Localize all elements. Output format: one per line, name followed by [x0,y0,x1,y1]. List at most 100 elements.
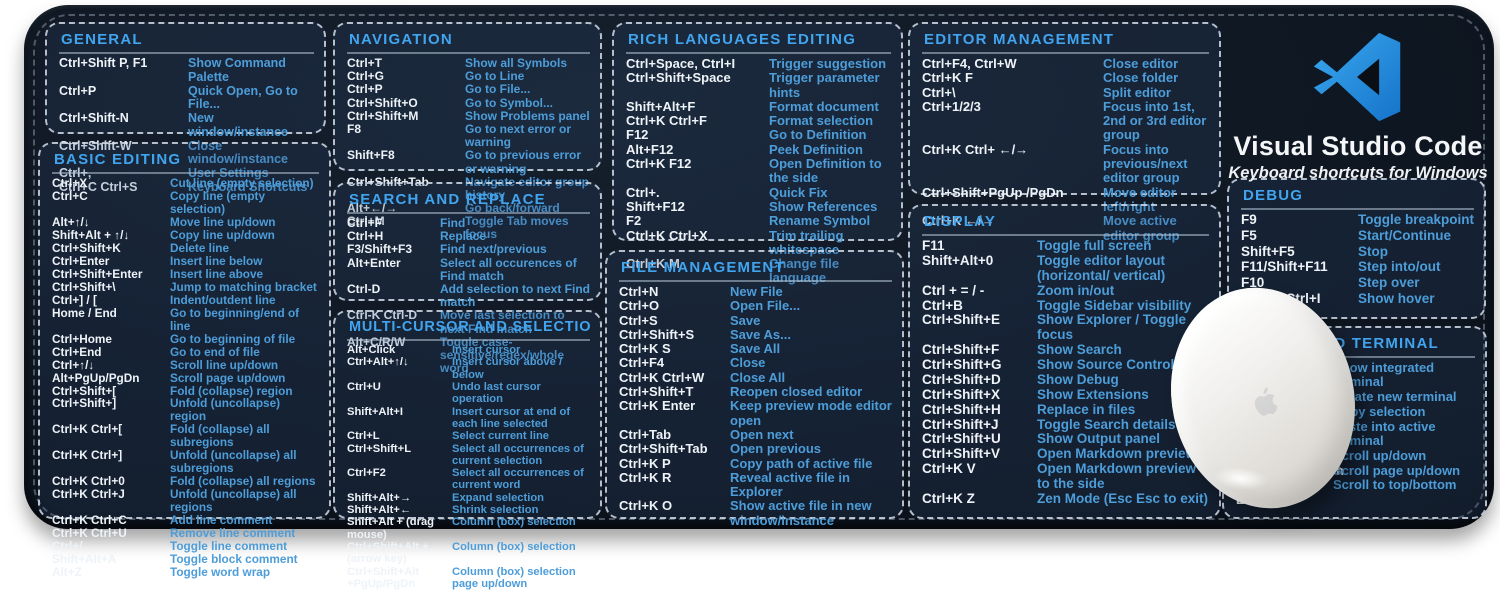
shortcut-description: Select all occurrences of current select… [452,442,584,467]
shortcut-description: Show Search [1037,342,1122,358]
section-title: NAVIGATION [347,29,590,54]
shortcut-key: Shift+Alt+← [347,504,412,517]
shortcut-key: Ctrl+Shift+D [922,371,1001,387]
shortcut-key: Ctrl+Shift+[ [52,383,117,398]
shortcut-description: Insert line above [170,266,264,281]
shortcut-key: Ctrl+Shift+H [922,401,1001,417]
shortcut-key: Ctrl+Shift+X [922,386,1001,402]
shortcut-row: Ctrl+K Ctrl+W Close All [619,369,892,385]
shortcut-row: Alt+Z Toggle word wrap [52,566,319,579]
shortcut-description: Go to end of file [170,344,260,359]
shortcut-description: Trigger suggestion [769,56,887,71]
shortcut-key: Alt+PgUp/PgDn [52,370,140,385]
shortcut-key: Ctrl+1/2/3 [922,98,981,114]
shortcut-description: Show active file in new window/instance [730,498,872,528]
shortcut-row: Ctrl-K Ctrl-D Move last selection to next… [347,309,590,336]
shortcut-description: Go back/forward [465,201,560,216]
shortcut-key: Ctrl+Enter [52,253,110,268]
vscode-brand: Visual Studio Code Keyboard shortcuts fo… [1220,25,1496,183]
shortcut-description: Indent/outdent line [170,292,276,307]
shortcut-row: Ctrl+Shift+] Unfold (uncollapse) region [52,397,319,423]
shortcut-key: Ctrl+K Ctrl+J [52,487,125,502]
shortcut-row: Ctrl+C Copy line (empty selection) [52,189,319,216]
shortcut-row: Ctrl+K P Copy path of active file [619,455,892,471]
shortcut-description: Toggle case-sensitive/regex/whole word [440,334,565,376]
shortcut-description: Open File... [730,298,801,314]
shortcut-row: Shift+F12 Show References [626,199,891,214]
shortcut-description: Undo last cursor operation [452,380,541,406]
section-general: GENERAL Ctrl+Shift P, F1 Show Command Pal… [45,22,326,194]
shortcut-row: Ctrl+Shift+F Show Search [922,342,1209,358]
shortcut-description: Copy path of active file [730,455,873,471]
shortcut-list: Ctrl+Shift P, F1 Show Command Palette Ctrl… [59,56,314,193]
shortcut-key: Ctrl+K Ctrl+[ [52,422,123,437]
shortcut-key: Shift+Alt+A [52,552,117,567]
shortcut-description: Save All [730,341,781,357]
shortcut-description: Trim trailing whitespace [769,227,844,257]
shortcut-row: Shift+Alt+F Format document [626,99,891,114]
shortcut-key: Alt+C/R/W [347,334,406,349]
shortcut-key: Shift+F5 [1241,243,1295,259]
shortcut-key: Shift+Alt+0 [922,252,994,268]
shortcut-row: Ctrl+Shift+L Select all occurrences of cu… [347,443,590,468]
shortcut-key: Ctrl+O [619,298,660,314]
shortcut-description: Fold (collapse) all regions [170,474,316,489]
shortcut-list: F9 Toggle breakpoint F5 Start/Continue Shift… [1241,212,1474,307]
shortcut-row: Ctrl+X Cut line (empty selection) [52,177,319,190]
shortcut-key: Ctrl+P [59,83,97,98]
shortcut-description: Open Definition to the side [769,156,882,186]
shortcut-description: Shrink selection [452,504,539,517]
shortcut-key: Ctrl+K R [619,469,672,485]
shortcut-key: Ctrl+K Ctrl+U [52,526,127,541]
shortcut-description: Move line up/down [170,214,276,229]
shortcut-row: Ctrl+K Ctrl+J Unfold (uncollapse) all reg… [52,488,319,514]
shortcut-row: Ctrl+K Ctrl+F Format selection [626,113,891,128]
shortcut-key: Ctrl+K Ctrl+W [619,369,705,385]
shortcut-key: Ctrl+Shift+Alt +PgUp/PgDn [347,565,420,590]
shortcut-key: Ctrl+] / [ [52,292,97,307]
brand-title: Visual Studio Code [1233,131,1483,161]
shortcut-description: Select all occurrences of current word [452,467,584,492]
shortcut-key: Ctrl+Shift+F [922,342,1000,358]
shortcut-key: Ctrl+F4, Ctrl+W [922,56,1017,71]
shortcut-row: Ctrl+Alt+↑/↓ Insert cursor above / below [347,356,590,381]
shortcut-description: Column (box) selection page up/down [452,565,576,590]
shortcut-key: Ctrl+K Ctrl+C [52,513,127,528]
shortcut-description: Column (box) selection [452,541,576,553]
shortcut-row: Ctrl+Shift+PgUp /PgDn Move editor left/ri… [922,185,1209,215]
shortcut-description: Peek Definition [769,141,863,157]
shortcut-key: Ctrl+Shift+] [52,396,117,411]
shortcut-row: Home / End Go to beginning/end of line [52,306,319,333]
shortcut-row: Shift+Alt+0 Toggle editor layout (horizon… [922,252,1209,284]
shortcut-row: Ctrl+Shift+Tab Open previous [619,441,892,456]
shortcut-row: Ctrl+C Ctrl+S Keyboard Shortcuts [59,179,314,195]
shortcut-description: Add line comment [170,513,273,528]
shortcut-row: F3/Shift+F3 Find next/previous [347,243,590,256]
shortcut-row: Ctrl+Shift+Space Trigger parameter hints [626,70,891,100]
shortcut-row: Alt+C/R/W Toggle case-sensitive/regex/who… [347,334,590,376]
shortcut-description: Insert cursor above / below [452,356,563,381]
shortcut-row: Ctrl+S Save [619,313,892,328]
shortcut-row: Ctrl+Shift+X Show Extensions [922,386,1209,403]
shortcut-description: Show Source Control [1037,357,1175,373]
shortcut-key: Ctrl+L [347,430,380,443]
shortcut-description: Go to File... [465,82,531,97]
shortcut-key: Ctrl+C Ctrl+S [59,179,138,194]
section-title: SEARCH AND REPLACE [347,189,590,214]
shortcut-description: Scroll to top/bottom [1333,477,1457,493]
shortcut-description: Unfold (uncollapse) all regions [170,487,297,515]
shortcut-key: Ctrl-D [347,281,381,296]
shortcut-key: Ctrl+K Ctrl+ ←/→ [922,141,1029,157]
shortcut-list: Ctrl+X Cut line (empty selection) Ctrl+C Co… [52,177,319,579]
shortcut-key: Ctrl+Shift+J [922,416,999,432]
shortcut-key: Ctrl+Shift+G [922,357,1002,373]
shortcut-key: Ctrl+F [347,216,383,230]
shortcut-row: Ctrl+L Select current line [347,430,590,442]
shortcut-description: Close folder [1103,70,1179,86]
shortcut-description: Go to Definition [769,127,867,143]
shortcut-key: Alt+Click [347,344,396,356]
shortcut-key: Alt+↑/↓ [52,214,90,229]
shortcut-description: Open next [730,426,794,442]
shortcut-row: Shift+Alt+I Insert cursor at end of each … [347,406,590,431]
section-title: BASIC EDITING [52,149,319,174]
